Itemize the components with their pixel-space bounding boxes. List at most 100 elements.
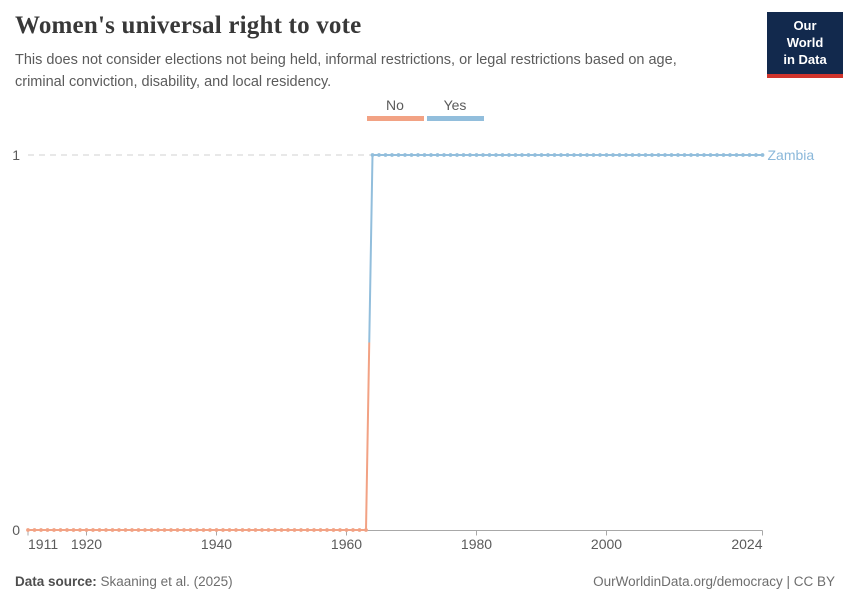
data-point-yes — [442, 153, 446, 157]
legend-item-yes[interactable]: Yes — [426, 97, 484, 121]
legend-label: Yes — [443, 97, 467, 113]
data-point-yes — [682, 153, 687, 157]
data-point-yes — [461, 153, 466, 157]
data-point-no — [71, 528, 76, 532]
data-point-yes — [708, 153, 713, 157]
data-point-yes — [552, 153, 557, 157]
y-tick-label: 1 — [12, 147, 20, 163]
data-point-no — [58, 528, 63, 532]
data-source: Data source: Skaaning et al. (2025) — [15, 574, 233, 589]
data-point-yes — [650, 153, 654, 157]
x-tick-label: 1980 — [461, 536, 492, 552]
data-point-yes — [370, 153, 375, 157]
data-point-no — [357, 528, 362, 532]
data-point-yes — [409, 153, 414, 157]
data-point-yes — [383, 153, 388, 157]
data-point-no — [318, 528, 323, 532]
data-point-yes — [481, 153, 485, 157]
data-point-yes — [429, 153, 433, 157]
data-point-yes — [526, 153, 531, 157]
x-tick-label: 1911 — [28, 536, 58, 552]
data-point-no — [292, 528, 297, 532]
data-point-yes — [754, 153, 758, 157]
data-point-yes — [637, 153, 641, 157]
data-point-no — [227, 528, 232, 532]
legend-swatch — [366, 116, 424, 121]
data-point-yes — [617, 153, 622, 157]
data-point-yes — [422, 153, 427, 157]
data-point-yes — [663, 153, 667, 157]
plot-area[interactable] — [28, 155, 763, 530]
data-point-no — [156, 528, 160, 532]
data-point-no — [91, 528, 95, 532]
data-point-no — [312, 528, 316, 532]
data-point-no — [299, 528, 303, 532]
data-point-yes — [689, 153, 693, 157]
data-point-yes — [559, 153, 563, 157]
data-point-yes — [474, 153, 479, 157]
data-point-no — [266, 528, 271, 532]
data-point-no — [78, 528, 82, 532]
data-point-yes — [565, 153, 570, 157]
data-point-yes — [468, 153, 472, 157]
data-point-no — [195, 528, 199, 532]
data-point-yes — [435, 153, 440, 157]
chart-subtitle: This does not consider elections not bei… — [15, 52, 677, 90]
data-point-yes — [695, 153, 700, 157]
legend-label: No — [386, 97, 404, 113]
data-point-no — [260, 528, 264, 532]
data-point-yes — [487, 153, 492, 157]
page-title: Women's universal right to vote — [15, 12, 362, 39]
legend-swatch — [426, 116, 484, 121]
data-point-yes — [734, 153, 739, 157]
data-point-yes — [448, 153, 453, 157]
license-link[interactable]: OurWorldinData.org/democracy | CC BY — [593, 574, 835, 589]
data-point-no — [338, 528, 342, 532]
data-point-no — [221, 528, 225, 532]
data-point-no — [117, 528, 121, 532]
data-point-yes — [741, 153, 745, 157]
data-point-no — [110, 528, 115, 532]
data-point-yes — [520, 153, 524, 157]
data-point-yes — [500, 153, 505, 157]
legend-item-no[interactable]: No — [366, 97, 424, 121]
data-point-no — [182, 528, 186, 532]
data-point-yes — [513, 153, 518, 157]
data-point-yes — [643, 153, 648, 157]
data-point-yes — [624, 153, 628, 157]
data-point-no — [247, 528, 251, 532]
data-point-yes — [611, 153, 615, 157]
entity-label-zambia[interactable]: Zambia — [768, 147, 815, 163]
data-point-yes — [630, 153, 635, 157]
data-point-no — [273, 528, 277, 532]
data-point-yes — [747, 153, 752, 157]
data-point-no — [175, 528, 180, 532]
owid-logo-line1: Our World — [786, 18, 824, 50]
data-point-no — [26, 528, 30, 532]
data-point-yes — [604, 153, 609, 157]
data-point-yes — [591, 153, 596, 157]
data-point-no — [253, 528, 258, 532]
data-point-no — [65, 528, 69, 532]
data-point-no — [351, 528, 355, 532]
data-point-no — [364, 528, 368, 532]
data-source-label: Data source: — [15, 574, 97, 589]
data-point-no — [130, 528, 134, 532]
data-point-no — [97, 528, 102, 532]
data-point-yes — [578, 153, 583, 157]
data-point-no — [234, 528, 238, 532]
y-tick-label: 0 — [12, 522, 20, 538]
data-point-yes — [572, 153, 576, 157]
data-point-no — [208, 528, 212, 532]
data-point-yes — [416, 153, 420, 157]
data-point-no — [286, 528, 290, 532]
data-point-yes — [715, 153, 719, 157]
data-point-no — [344, 528, 349, 532]
x-tick-label: 1940 — [201, 536, 232, 552]
owid-logo[interactable]: Our World in Data — [767, 12, 843, 78]
data-point-yes — [377, 153, 381, 157]
data-point-yes — [390, 153, 394, 157]
data-point-yes — [760, 153, 765, 157]
data-point-yes — [533, 153, 537, 157]
